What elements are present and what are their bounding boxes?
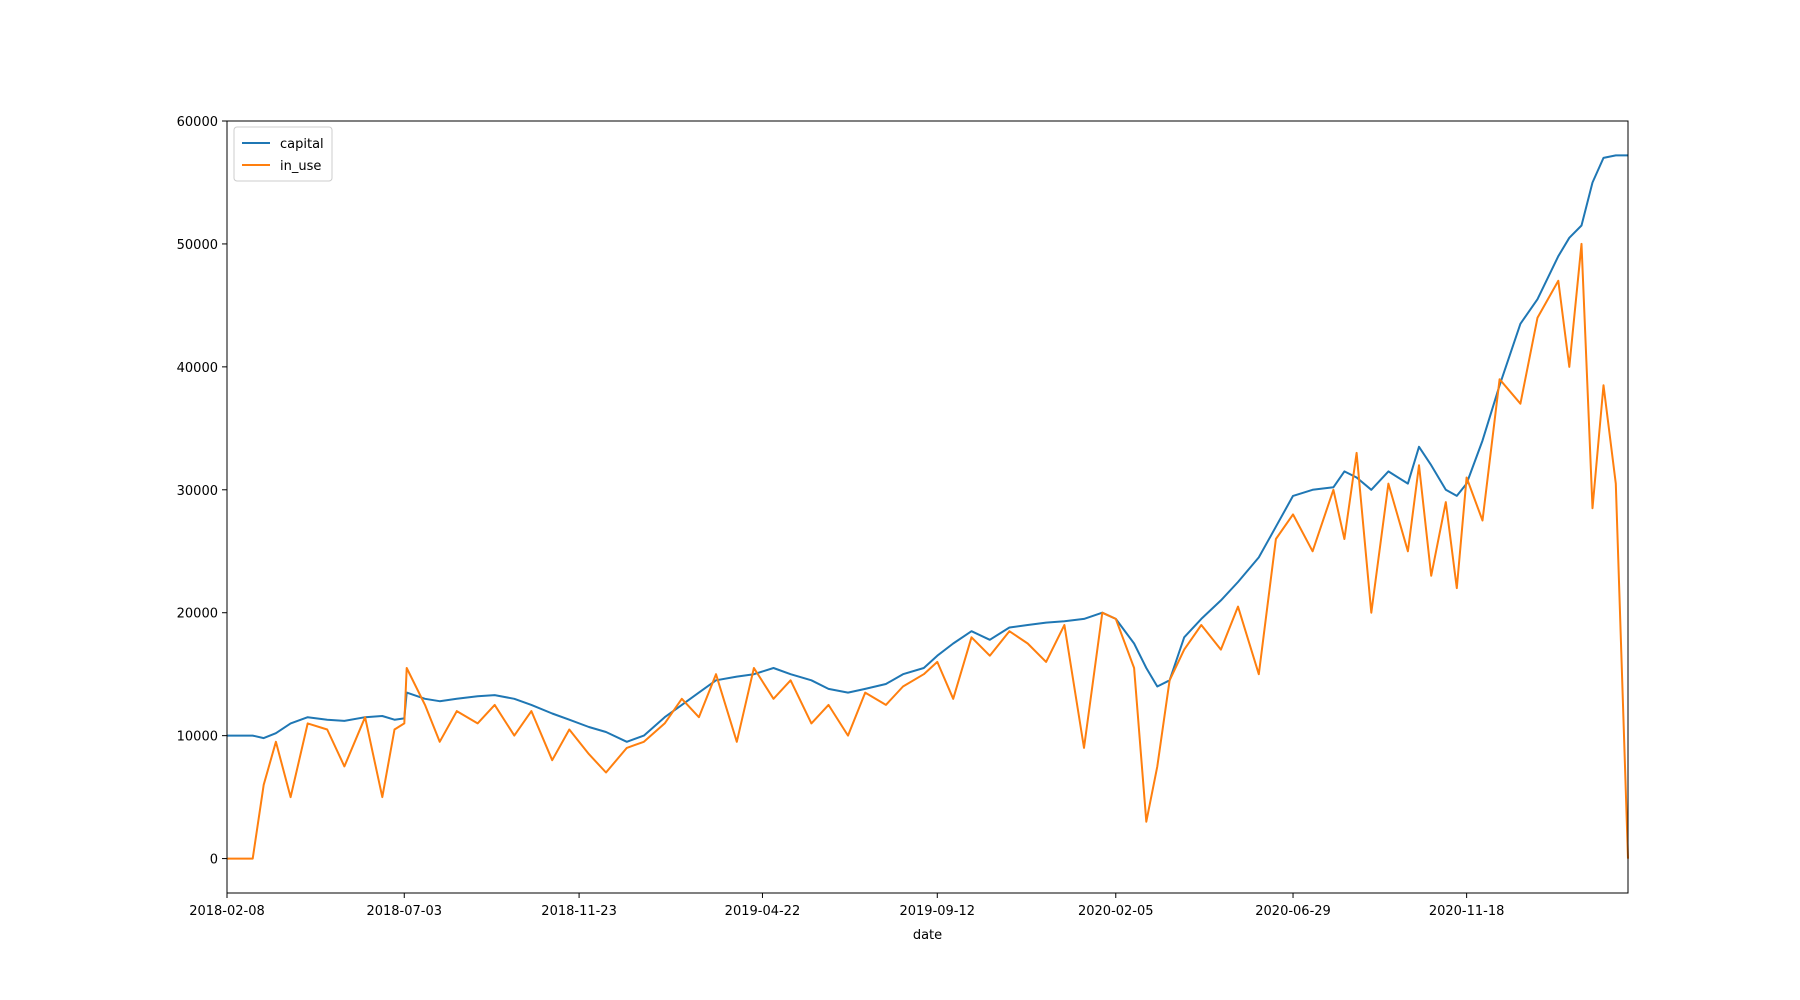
y-tick-label: 50000 <box>177 238 218 253</box>
y-tick-label: 30000 <box>177 484 218 499</box>
legend-label: capital <box>280 137 324 152</box>
y-tick-label: 40000 <box>177 361 218 376</box>
legend-label: in_use <box>280 159 321 174</box>
x-tick-label: 2019-04-22 <box>725 904 801 919</box>
x-axis: 2018-02-08 2018-07-03 2018-11-23 2019-04-22… <box>189 893 1504 919</box>
x-tick-label: 2020-06-29 <box>1255 904 1331 919</box>
plot-lines <box>227 154 1629 860</box>
legend: capital in_use <box>233 126 333 182</box>
x-tick-label: 2019-09-12 <box>899 904 975 919</box>
x-axis-title: date <box>913 928 942 943</box>
series-line-capital <box>227 154 1628 743</box>
x-tick-label: 2020-11-18 <box>1429 904 1505 919</box>
x-tick-label: 2018-02-08 <box>189 904 265 919</box>
series-line-in-use <box>227 242 1629 860</box>
y-tick-label: 20000 <box>177 607 218 622</box>
y-tick-label: 0 <box>210 853 218 868</box>
y-axis: 0 10000 20000 30000 40000 50000 60000 <box>177 115 227 868</box>
legend-box <box>233 126 333 182</box>
plot-frame <box>226 120 1629 894</box>
x-tick-label: 2020-02-05 <box>1078 904 1154 919</box>
x-tick-label: 2018-07-03 <box>366 904 442 919</box>
legend-entries: capital in_use <box>242 137 324 174</box>
y-tick-label: 60000 <box>177 115 218 130</box>
x-tick-label: 2018-11-23 <box>541 904 617 919</box>
y-tick-label: 10000 <box>177 730 218 745</box>
